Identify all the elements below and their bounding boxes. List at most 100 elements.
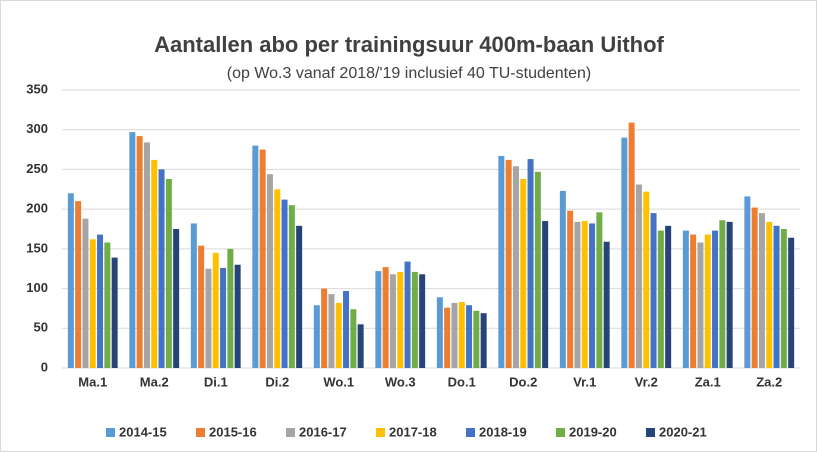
bar <box>296 225 303 368</box>
bar <box>603 241 610 368</box>
bar <box>328 294 335 368</box>
x-tick-label: Za.1 <box>695 374 721 389</box>
bar <box>635 184 642 368</box>
x-tick-label: Wo.3 <box>385 374 416 389</box>
bar <box>75 201 82 368</box>
bar <box>559 190 566 368</box>
bar <box>382 267 389 368</box>
bar <box>567 210 574 368</box>
bar <box>527 159 534 368</box>
bar <box>473 310 480 368</box>
bar <box>697 242 704 368</box>
bar <box>704 234 711 368</box>
chart-subtitle: (op Wo.3 vanaf 2018/'19 inclusief 40 TU-… <box>227 65 591 82</box>
legend-label: 2018-19 <box>479 424 527 439</box>
bar <box>628 122 635 369</box>
bar <box>129 132 136 368</box>
bar <box>220 267 227 368</box>
bar <box>389 274 396 368</box>
bar <box>404 261 411 368</box>
x-tick-label: Do.1 <box>448 374 476 389</box>
bar <box>321 288 328 368</box>
x-tick-label: Za.2 <box>756 374 782 389</box>
y-tick-label: 300 <box>26 121 48 136</box>
y-tick-label: 100 <box>26 280 48 295</box>
bar <box>744 196 751 368</box>
bar <box>650 213 657 368</box>
legend-label: 2014-15 <box>119 424 167 439</box>
bar <box>726 221 733 368</box>
bar <box>419 274 426 368</box>
bar <box>266 174 273 368</box>
bar <box>375 271 382 368</box>
bar <box>534 171 541 368</box>
bar <box>719 220 726 368</box>
bar <box>411 271 418 368</box>
bar <box>67 193 74 368</box>
bar <box>357 324 364 368</box>
legend-label: 2017-18 <box>389 424 437 439</box>
bar <box>111 257 118 368</box>
bar <box>657 230 664 368</box>
bar <box>581 221 588 368</box>
bar <box>574 221 581 368</box>
bar <box>143 142 150 368</box>
bar <box>665 225 672 368</box>
y-tick-label: 350 <box>26 81 48 96</box>
bar <box>542 221 549 368</box>
legend-swatch <box>376 428 385 437</box>
y-tick-label: 200 <box>26 201 48 216</box>
bar <box>104 242 111 368</box>
bar <box>788 237 795 368</box>
x-tick-label: Vr.1 <box>573 374 596 389</box>
bar <box>288 205 295 368</box>
bar <box>313 305 320 368</box>
bar <box>227 248 234 368</box>
bar <box>205 268 212 368</box>
y-tick-label: 150 <box>26 240 48 255</box>
bar <box>643 191 650 368</box>
legend-label: 2015-16 <box>209 424 257 439</box>
bar <box>82 218 89 368</box>
bar <box>444 307 451 368</box>
bar <box>190 223 197 368</box>
legend-swatch <box>556 428 565 437</box>
x-tick-label: Do.2 <box>509 374 537 389</box>
bar <box>505 159 512 368</box>
bar <box>682 230 689 368</box>
bar <box>451 302 458 368</box>
bar <box>136 136 143 368</box>
bar <box>751 207 758 368</box>
bar <box>89 239 96 368</box>
bar <box>758 213 765 368</box>
bar <box>198 245 205 368</box>
bar <box>281 199 288 368</box>
bar <box>343 290 350 368</box>
bar <box>165 178 172 368</box>
bar <box>690 234 697 368</box>
bar <box>589 223 596 368</box>
legend-label: 2020-21 <box>659 424 707 439</box>
bar <box>335 302 342 368</box>
bar <box>274 189 281 368</box>
bar <box>498 155 505 368</box>
chart-title: Aantallen abo per trainingsuur 400m-baan… <box>154 32 664 57</box>
bar <box>480 313 487 368</box>
bar <box>252 145 259 368</box>
bar <box>234 264 241 368</box>
bar <box>397 271 404 368</box>
bar <box>151 159 158 368</box>
y-tick-label: 50 <box>34 320 48 335</box>
legend-label: 2016-17 <box>299 424 347 439</box>
bar <box>780 229 787 368</box>
bar <box>512 166 519 368</box>
legend-swatch <box>286 428 295 437</box>
bar <box>458 302 465 368</box>
x-tick-label: Vr.2 <box>635 374 658 389</box>
legend-swatch <box>646 428 655 437</box>
bar <box>173 229 180 368</box>
bar <box>436 297 443 368</box>
bar <box>766 221 773 368</box>
